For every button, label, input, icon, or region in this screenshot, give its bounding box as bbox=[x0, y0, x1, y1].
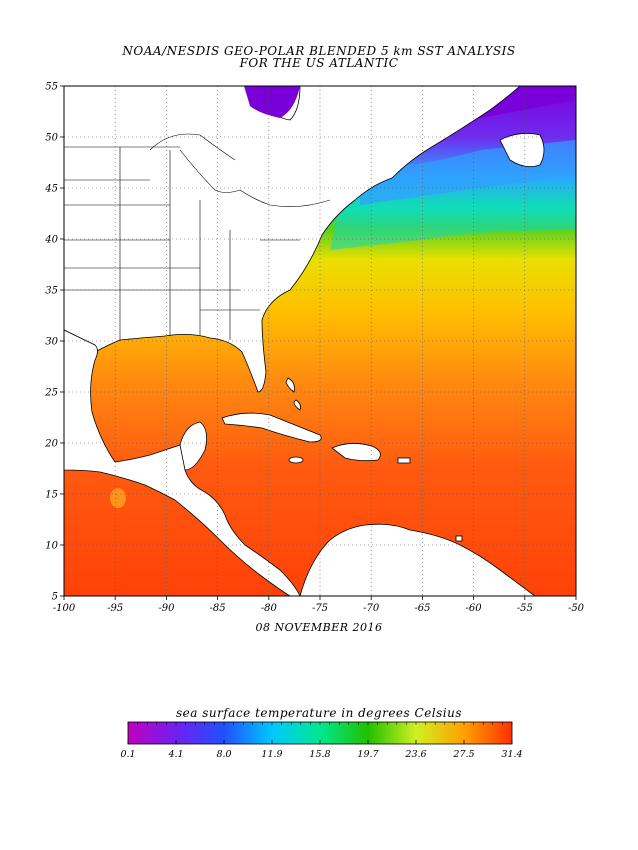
colorbar-tick-label: 8.0 bbox=[216, 749, 231, 760]
colorbar-ticks bbox=[127, 722, 513, 744]
colorbar-tick-label: 4.1 bbox=[167, 749, 183, 760]
hispaniola-land bbox=[331, 443, 381, 462]
lon-tick-label: -65 bbox=[414, 603, 430, 614]
lon-tick-label: -95 bbox=[107, 603, 123, 614]
mexico-land bbox=[64, 329, 301, 596]
lat-tick-label: 45 bbox=[44, 184, 58, 195]
lat-tick-label: 20 bbox=[44, 439, 58, 450]
lon-tick-label: -90 bbox=[158, 603, 175, 614]
colorbar-tick-label: 15.8 bbox=[309, 749, 330, 760]
colorbar-labels: 0.1 4.1 8.0 11.9 15.8 19.7 23.6 27.5 31.4 bbox=[120, 749, 522, 760]
lat-tick-label: 30 bbox=[45, 337, 58, 348]
lat-tick-label: 25 bbox=[44, 388, 58, 399]
longitude-labels: -100 -95 -90 -85 -80 -75 -70 -65 -60 -55 -50 bbox=[53, 603, 585, 614]
lat-tick-label: 50 bbox=[45, 133, 58, 144]
lon-tick-label: -85 bbox=[210, 603, 226, 614]
colorbar-tick-label: 23.6 bbox=[404, 749, 426, 760]
lat-tick-label: 40 bbox=[44, 235, 58, 246]
colorbar-tick-label: 11.9 bbox=[261, 749, 282, 760]
south-america-land bbox=[299, 523, 536, 596]
colorbar-tick-label: 27.5 bbox=[452, 749, 474, 760]
colorbar-tick-label: 19.7 bbox=[357, 749, 379, 760]
map-subtitle: FOR THE US ATLANTIC bbox=[239, 56, 399, 70]
colorbar-tick-label: 0.1 bbox=[120, 749, 135, 760]
puerto-rico-land bbox=[397, 457, 411, 464]
island-north bbox=[244, 86, 300, 118]
lon-tick-label: -50 bbox=[568, 603, 585, 614]
newfoundland-land bbox=[499, 132, 545, 168]
colorbar-title: sea surface temperature in degrees Celsi… bbox=[175, 706, 463, 720]
lon-tick-label: -75 bbox=[312, 603, 328, 614]
lat-tick-label: 10 bbox=[45, 541, 58, 552]
map-title: NOAA/NESDIS GEO-POLAR BLENDED 5 km SST A… bbox=[122, 44, 516, 58]
axis-ticks bbox=[60, 85, 577, 600]
colorbar-tick-label: 31.4 bbox=[501, 749, 522, 760]
map-grid bbox=[64, 86, 576, 596]
cuba-land bbox=[221, 412, 322, 443]
lat-tick-label: 35 bbox=[45, 286, 58, 297]
lon-tick-label: -70 bbox=[363, 603, 380, 614]
latitude-labels: 5 10 15 20 25 30 35 40 45 50 55 bbox=[44, 82, 58, 603]
yucatan-land bbox=[179, 421, 208, 471]
lon-tick-label: -55 bbox=[517, 603, 533, 614]
lon-tick-label: -80 bbox=[261, 603, 278, 614]
lon-tick-label: -100 bbox=[53, 603, 76, 614]
lat-tick-label: 15 bbox=[45, 490, 58, 501]
lon-tick-label: -60 bbox=[466, 603, 483, 614]
lat-tick-label: 5 bbox=[52, 592, 58, 603]
jamaica-land bbox=[288, 456, 304, 464]
lat-tick-label: 55 bbox=[45, 82, 58, 93]
analysis-date: 08 NOVEMBER 2016 bbox=[255, 621, 383, 634]
